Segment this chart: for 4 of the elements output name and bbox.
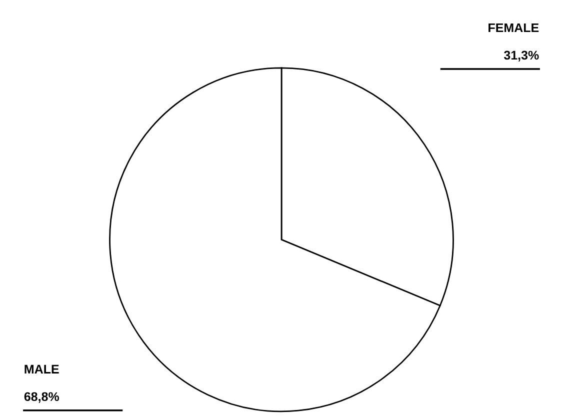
slice-label: MALE — [24, 364, 59, 374]
slice-label: FEMALE — [488, 23, 539, 32]
data-label: 68,8% — [24, 392, 60, 403]
data-label: 31,3% — [504, 50, 539, 62]
